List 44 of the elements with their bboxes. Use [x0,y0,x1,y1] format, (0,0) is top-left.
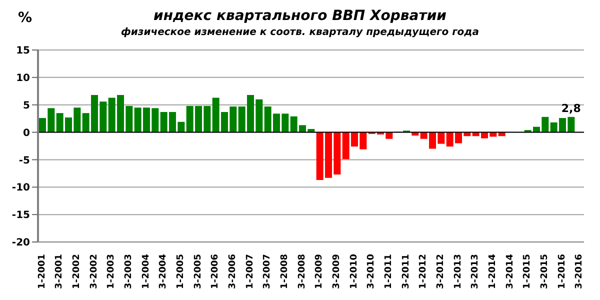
y-tick-label: -10 [12,182,30,194]
x-tick-label: 1-2004 [141,254,152,290]
x-tick-label: 3-2007 [262,254,273,290]
x-tick-label: 1-2009 [314,254,325,290]
x-tick-label: 3-2010 [366,254,377,290]
x-tick-label: 3-2004 [158,254,169,290]
x-tick-label: 1-2010 [349,254,360,290]
x-tick-label: 1-2013 [453,254,464,290]
x-tick-label: 3-2011 [401,254,412,290]
x-tick-label: 3-2013 [470,254,481,290]
x-tick-label: 1-2008 [280,254,290,290]
x-tick-label: 3-2014 [505,254,516,290]
y-tick-label: 10 [16,72,30,84]
x-tick-label: 1-2011 [384,254,394,290]
y-tick-label: -5 [18,155,30,166]
x-tick-label: 3-2015 [540,254,550,290]
x-tick-label: 1-2002 [72,254,82,290]
chart-title: индекс квартального ВВП Хорватии [154,8,446,24]
x-tick-label: 1-2005 [176,254,186,290]
x-tick-label: 1-2014 [488,254,498,290]
x-tick-label: 1-2007 [245,254,256,290]
x-tick-label: 3-2006 [228,254,238,290]
x-tick-label: 3-2003 [124,254,134,290]
x-tick-label: 1-2001 [37,254,48,290]
y-axis-title: % [18,10,32,26]
x-tick-label: 1-2003 [106,254,117,290]
x-tick-label: 1-2016 [557,254,568,290]
x-tick-label: 1-2006 [210,254,221,290]
x-tick-label: 3-2016 [574,254,585,290]
chart-subtitle: физическое изменение к соотв. кварталу предыдущего года [120,27,480,38]
x-tick-label: 3-2001 [54,254,65,290]
x-tick-label: 1-2015 [522,254,533,290]
x-tick-label: 3-2002 [89,254,100,290]
data-label: 2,8 [561,102,581,115]
y-tick-label: -20 [12,238,30,249]
y-tick-label: 15 [16,46,30,57]
y-tick-label: 0 [23,128,30,139]
x-tick-label: 3-2012 [436,254,446,290]
x-tick-label: 3-2005 [193,254,204,290]
x-tick-label: 1-2012 [418,254,429,290]
y-tick-label: 5 [23,100,30,112]
x-tick-label: 3-2008 [297,254,308,290]
x-tick-label: 3-2009 [332,254,342,290]
y-tick-label: -15 [12,210,30,222]
